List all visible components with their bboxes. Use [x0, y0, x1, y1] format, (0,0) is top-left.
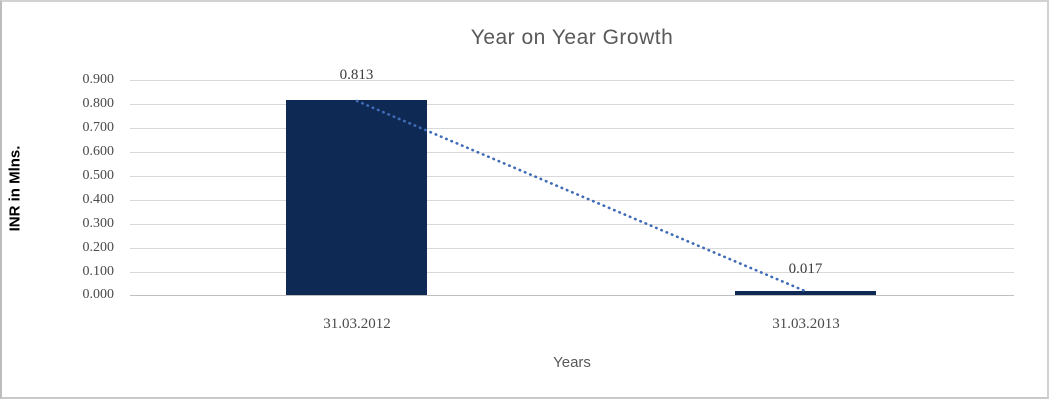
- gridline: [130, 176, 1014, 177]
- bar-31-03-2012: [286, 100, 427, 295]
- y-axis-title: INR in Mlns.: [6, 145, 24, 232]
- y-tick-label: 0.300: [82, 216, 115, 231]
- data-label-2013: 0.017: [788, 261, 823, 277]
- chart-title: Year on Year Growth: [470, 26, 674, 49]
- y-tick-label: 0.000: [82, 287, 115, 302]
- x-category-label-2013: 31.03.2013: [772, 316, 840, 332]
- data-label-2012: 0.813: [339, 67, 374, 83]
- gridline: [130, 224, 1014, 225]
- x-axis-title: Years: [553, 354, 591, 371]
- gridline: [130, 272, 1014, 273]
- y-tick-label: 0.800: [82, 96, 115, 111]
- plot-area: 0.900 0.800 0.700 0.600 0.500 0.400 0.30…: [2, 2, 1047, 397]
- y-tick-label: 0.500: [82, 168, 115, 183]
- y-tick-label: 0.100: [82, 264, 115, 279]
- x-axis-line: [130, 295, 1014, 296]
- y-tick-label: 0.400: [82, 192, 115, 207]
- gridline: [130, 104, 1014, 105]
- gridline: [130, 248, 1014, 249]
- gridline: [130, 128, 1014, 129]
- bar-31-03-2013: [735, 291, 876, 295]
- y-tick-label: 0.700: [82, 120, 115, 135]
- gridline: [130, 152, 1014, 153]
- y-tick-label: 0.200: [82, 240, 115, 255]
- y-tick-label: 0.600: [82, 144, 115, 159]
- gridline: [130, 80, 1014, 81]
- gridline: [130, 200, 1014, 201]
- y-tick-label: 0.900: [82, 72, 115, 87]
- x-category-label-2012: 31.03.2012: [323, 316, 391, 332]
